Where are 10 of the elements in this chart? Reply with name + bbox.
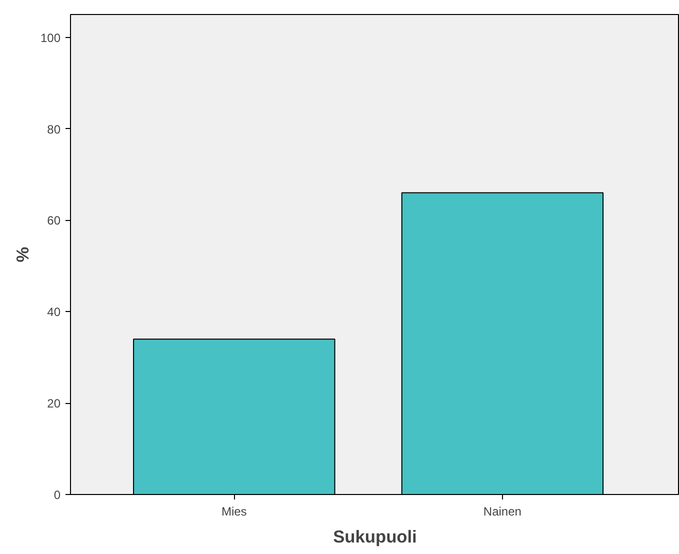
y-axis-title: % <box>12 246 32 262</box>
y-tick-label: 0 <box>54 488 61 502</box>
y-tick-label: 100 <box>40 30 61 45</box>
x-axis-title: Sukupuoli <box>333 526 417 546</box>
y-tick-label: 80 <box>47 122 61 136</box>
x-tick-label: Nainen <box>483 504 522 518</box>
y-tick-label: 40 <box>47 305 61 320</box>
x-tick-label: Mies <box>221 504 247 518</box>
y-tick-label: 60 <box>47 214 61 228</box>
y-tick-label: 20 <box>47 396 61 411</box>
